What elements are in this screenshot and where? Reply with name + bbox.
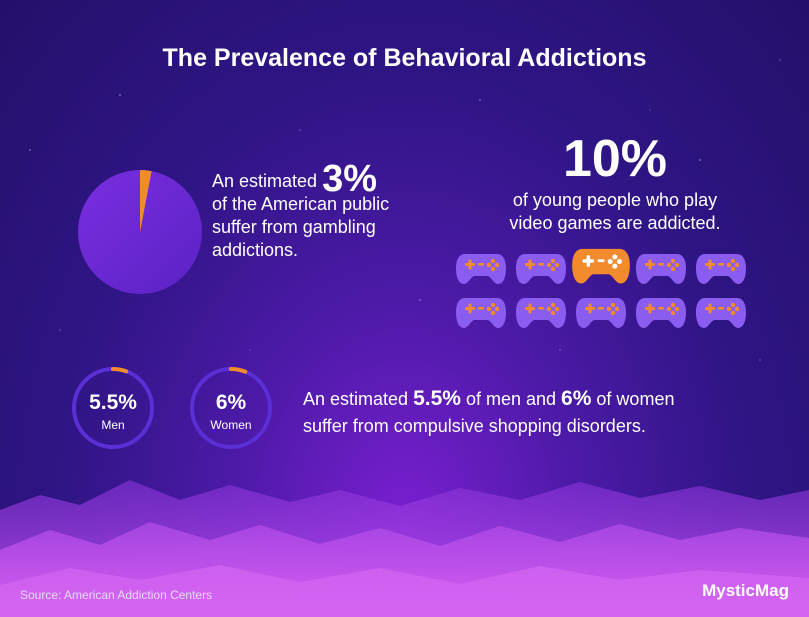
gambling-line-2: of the American public <box>212 194 390 214</box>
gamepad-icon <box>516 298 566 328</box>
men-label: Men <box>101 418 125 432</box>
gamepad-icon <box>456 254 506 284</box>
shopping-men-pct: 5.5% <box>413 387 461 410</box>
shopping-line-2: suffer from compulsive shopping disorder… <box>303 416 646 436</box>
gamepad-icon <box>456 298 506 328</box>
men-ring: 5.5% Men <box>70 365 156 451</box>
gamepad-icon <box>636 298 686 328</box>
women-ring-arc <box>229 367 248 374</box>
brand-logo: MysticMag <box>702 581 789 600</box>
gambling-percent: 3% <box>322 158 377 200</box>
shopping-women-pct: 6% <box>561 387 592 410</box>
shopping-text: An estimated 5.5% of men and 6% of women… <box>303 385 783 440</box>
gamepad-icon <box>696 254 746 284</box>
gamepad-icon <box>696 298 746 328</box>
shopping-lead: An estimated <box>303 389 409 409</box>
games-percent: 10% <box>562 130 668 188</box>
gamepad-icon-grid <box>455 248 755 340</box>
gambling-text: An estimated 3% of the American public s… <box>212 160 432 262</box>
women-value: 6% <box>215 391 247 414</box>
gambling-lead: An estimated <box>212 171 318 191</box>
gambling-line-4: addictions. <box>212 240 299 260</box>
gamepad-icon-highlighted <box>572 248 630 284</box>
gambling-pie-chart <box>78 170 202 294</box>
women-label: Women <box>210 418 252 432</box>
gamepad-icon <box>576 298 626 328</box>
games-text: of young people who play video games are… <box>470 189 760 235</box>
games-line-2: video games are addicted. <box>509 213 721 233</box>
mountain-background <box>0 480 809 617</box>
men-ring-arc <box>111 367 129 374</box>
shopping-end: of women <box>596 389 675 409</box>
games-line-1: of young people who play <box>512 190 718 210</box>
page-title: The Prevalence of Behavioral Addictions <box>162 44 647 72</box>
shopping-mid: of men and <box>465 389 557 409</box>
men-value: 5.5% <box>89 391 137 414</box>
gambling-line-3: suffer from gambling <box>212 217 376 237</box>
pie-slice-gambling <box>140 170 152 232</box>
source-note: Source: American Addiction Centers <box>20 588 213 602</box>
gamepad-icon <box>516 254 566 284</box>
women-ring: 6% Women <box>188 365 274 451</box>
gamepad-icon <box>636 254 686 284</box>
